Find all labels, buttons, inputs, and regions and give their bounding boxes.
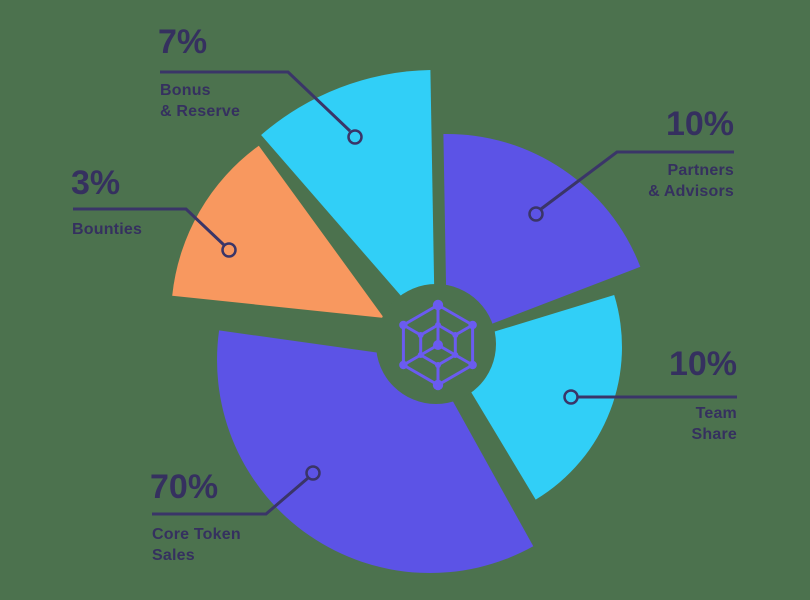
logo-inner-node — [417, 352, 424, 358]
pie-slice-bounties — [172, 145, 384, 318]
logo-center-node — [433, 340, 443, 350]
logo-outer-node — [432, 379, 444, 391]
team-share-label-line2: Share — [691, 426, 737, 443]
logo-inner-node — [435, 322, 441, 328]
core-token-sales-label-line1: Core Token — [152, 526, 241, 543]
logo-outer-node — [432, 299, 444, 311]
bonus-reserve-label-line1: Bonus — [160, 82, 211, 99]
leader-line-core-token-sales — [152, 476, 309, 516]
leader-line-partners-advisors — [540, 150, 734, 211]
leader-marker-team-share — [563, 389, 579, 405]
logo-outer-node — [399, 320, 408, 330]
logo-inner-node — [452, 332, 459, 338]
logo-outer-node — [399, 360, 408, 370]
leader-marker-bonus-reserve — [347, 129, 363, 145]
leader-line-bounties — [73, 207, 226, 247]
partners-advisors-label-line2: & Advisors — [648, 183, 734, 200]
partners-advisors-label-line1: Partners — [667, 162, 734, 179]
bonus-reserve-label-line2: & Reserve — [160, 103, 241, 120]
team-share-label: Team Share — [692, 403, 737, 445]
logo-inner-node — [435, 362, 441, 368]
bounties-label: Bounties — [72, 219, 142, 240]
leader-marker-core-token-sales — [305, 465, 321, 481]
pie-slice-core-token-sales — [217, 330, 534, 574]
pie-slice-bonus-reserve — [261, 70, 435, 335]
partners-advisors-percent: 10% — [665, 105, 734, 143]
leader-marker-bounties — [221, 242, 237, 258]
bonus-reserve-label: Bonus & Reserve — [160, 80, 240, 122]
core-token-sales-label: Core Token Sales — [152, 524, 241, 566]
leader-marker-partners-advisors — [528, 206, 544, 222]
pie-slice-partners-advisors — [443, 133, 641, 341]
logo-inner-node — [452, 352, 459, 358]
bounties-percent: 3% — [71, 164, 121, 202]
partners-advisors-label: Partners & Advisors — [648, 160, 734, 202]
logo-outer-node — [468, 320, 477, 330]
leader-line-bonus-reserve — [160, 70, 352, 133]
bonus-reserve-percent: 7% — [158, 23, 208, 61]
team-share-label-line1: Team — [695, 405, 737, 422]
team-share-percent: 10% — [668, 345, 737, 383]
logo-inner-node — [417, 332, 424, 338]
core-token-sales-percent: 70% — [150, 468, 219, 506]
core-token-sales-label-line2: Sales — [152, 547, 195, 564]
logo-outer-node — [468, 360, 477, 370]
bounties-label-line1: Bounties — [72, 221, 143, 238]
